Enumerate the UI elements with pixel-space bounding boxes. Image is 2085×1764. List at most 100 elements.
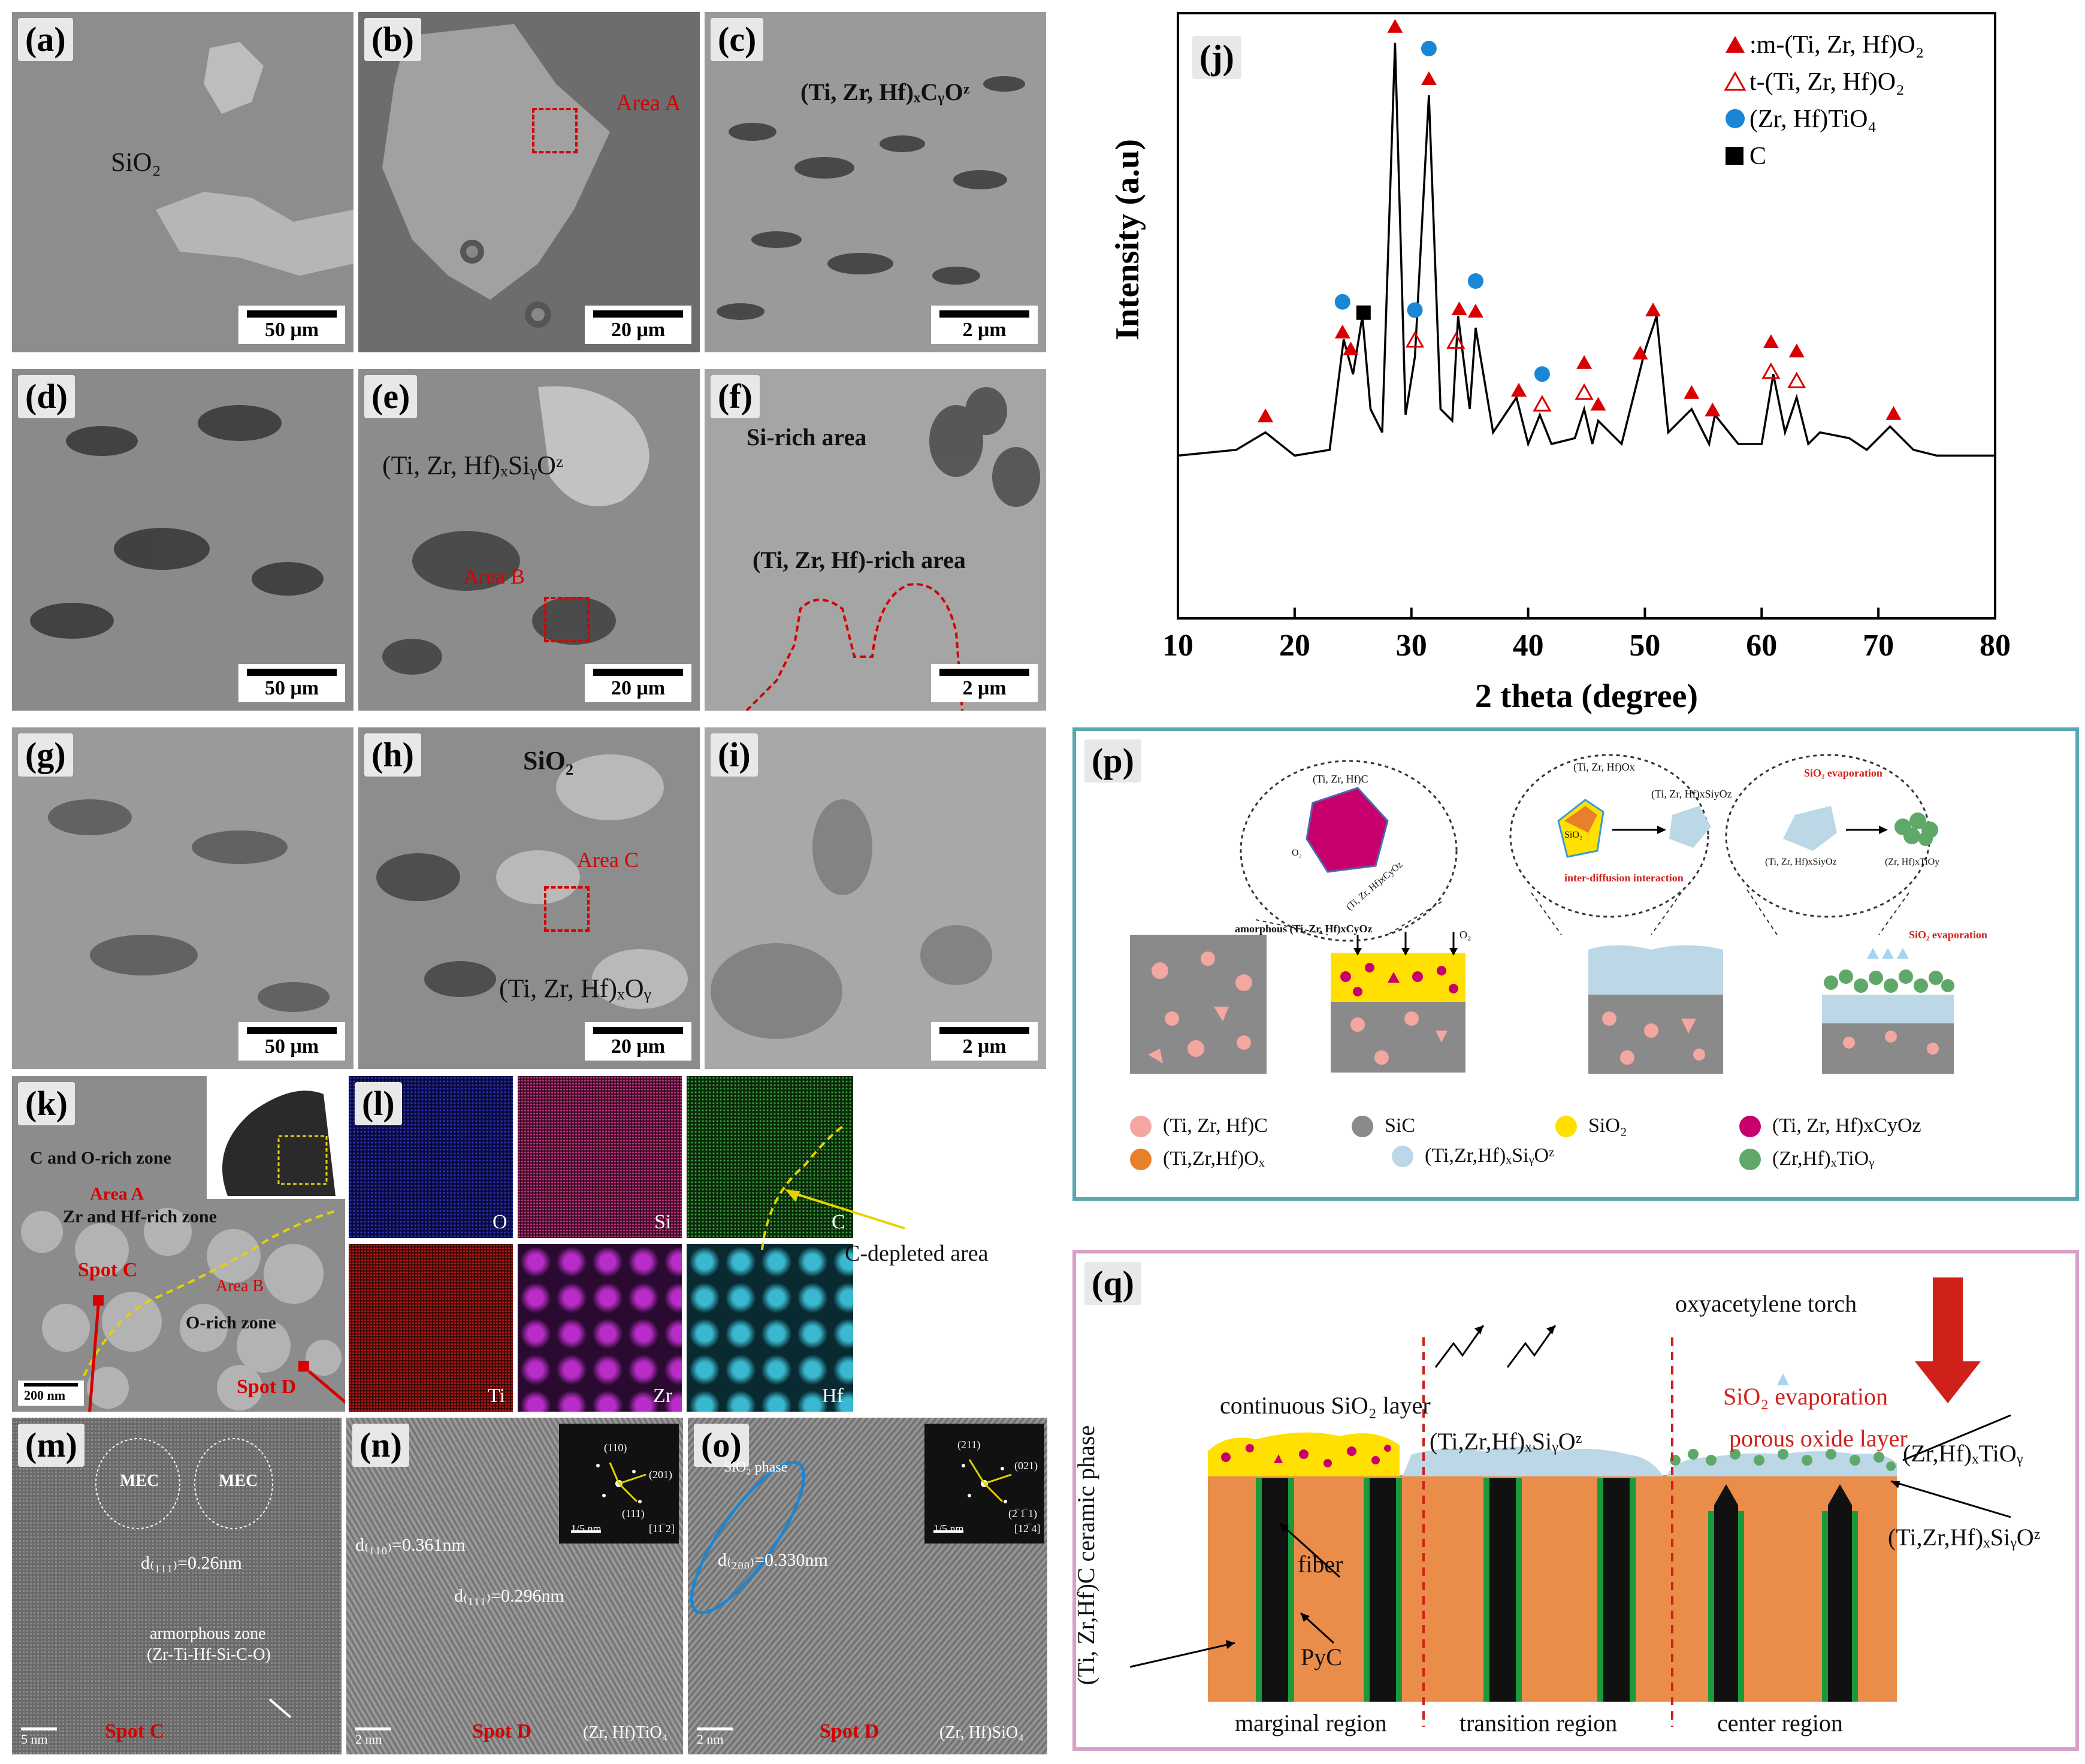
fft-021-label: (021) [1014,1460,1038,1472]
panel-tag: (d) [18,375,75,418]
o2-label: O₂ [1460,929,1471,941]
peak-marker-filled-triangle [1885,406,1902,420]
legend-marker-filled-triangle [1726,36,1745,53]
scale-bar: 2 μm [931,306,1038,344]
panel-j: 10 20 30 40 50 60 70 80 2 theta (degree) Intens… [1072,0,2085,719]
panel-d-texture [12,369,353,711]
amorph-comp-label: (Zr-Ti-Hf-Si-C-O) [147,1645,271,1664]
peak-marker-filled-triangle [1788,343,1805,358]
side-label: (Ti, Zr,Hf)C ceramic phase [1072,1425,1100,1686]
bubble1-center-label: (Ti, Zr, Hf)C [1313,773,1368,785]
panel-a-texture [12,12,353,352]
x-tick-label: 50 [1629,629,1660,663]
bubble3-left-label: (Ti, Zr, Hf)xSiyOz [1765,857,1837,867]
x-axis-label: 2 theta (degree) [1475,678,1698,715]
region-center-label: center region [1717,1709,1843,1736]
amorph-label: amorphous (Ti, Zr, Hf)xCyOz [1235,923,1373,935]
oxide-label: (Ti, Zr, Hf)ₓOᵧ [499,974,651,1003]
panel-tag: (i) [711,733,758,777]
map-ti-label: Ti [488,1385,506,1407]
scale-bar: 200 nm [18,1381,84,1406]
d-spacing-label: d₍₁₁₁₎=0.26nm [141,1553,242,1573]
peak-marker-circle [1421,41,1437,56]
zrhf-label: (Zr,Hf)ₓTiOᵧ [1903,1440,2023,1467]
peak-marker-filled-triangle [1334,324,1350,339]
x-tick-label: 80 [1980,629,2011,663]
peak-marker-circle [1334,294,1350,310]
x-ticks: 10 20 30 40 50 60 70 80 [1162,608,2011,663]
panel-tag: (b) [364,18,421,61]
panel-l: (l) O Si C Ti Zr Hf [349,1076,853,1412]
peak-marker-filled-triangle [1632,345,1648,360]
peak-marker-filled-triangle [1421,71,1437,85]
panel-tag: (f) [711,375,760,418]
phase-label: (Ti, Zr, Hf)ₓSiᵧOᶻ [382,451,564,480]
xrd-chart: 10 20 30 40 50 60 70 80 2 theta (degree) Intens… [1109,12,2011,715]
map-si-label: Si [654,1211,672,1233]
pyc-label: PyC [1301,1644,1342,1671]
peak-marker-filled-triangle [1510,382,1527,397]
y-axis-label: Intensity (a.u) [1109,139,1146,340]
zone-zrhf-label: Zr and Hf-rich zone [63,1207,217,1227]
panel-d: (d) 50 μm [12,369,353,711]
evap-label: SiO₂ evaporation [1909,929,1987,941]
fft-111-label: (111) [622,1508,645,1520]
mechanism-schematic [1130,754,1954,1170]
phase-label: (Zr, Hf)SiO₄ [939,1723,1024,1742]
mec-label: MEC [120,1472,159,1490]
panel-m: (m) MEC MEC d₍₁₁₁₎=0.26nm armorphous zon… [12,1418,342,1754]
plot-frame [1177,12,1996,620]
map-hf [687,1244,853,1412]
bubble2-left-label: SiO₂ [1564,830,1583,840]
legend-label: SiO₂ [1588,1114,1627,1137]
panel-tag: (l) [355,1082,402,1125]
panel-tag: (h) [364,733,421,777]
panel-c: (c) (Ti, Zr, Hf)ₓCᵧOᶻ 2 μm [705,12,1046,352]
peak-marker-filled-triangle [1467,304,1483,318]
legend-label: C [1749,143,1766,170]
panel-tag: (q) [1084,1262,1141,1305]
phase-label: (Ti, Zr, Hf)ₓCᵧOᶻ [800,78,970,105]
panel-g-texture [12,727,353,1069]
peak-marker-circle [1534,366,1550,382]
bubble3-right-label: (Zr, Hf)xTiOy [1885,857,1940,867]
panel-b-texture [358,12,700,352]
area-a-label: Area A [616,90,681,116]
legend-label: (Zr, Hf)TiO₄ [1749,105,1876,133]
right-phase-label: (Ti,Zr,Hf)ₓSiᵧOᶻ [1888,1524,2041,1551]
fft-scale-label: 1/5 nm [571,1523,602,1535]
legend-label: :m-(Ti, Zr, Hf)O₂ [1749,31,1924,59]
panel-tag: (o) [694,1424,749,1467]
zone-co-label: C and O-rich zone [30,1148,171,1168]
panel-p: (p) (Ti, Zr, Hf)C O₂ (Ti, Zr, Hf)xCyOz (… [1072,727,2079,1201]
fft-110-label: (110) [604,1442,627,1454]
zone-o-label: O-rich zone [186,1313,276,1333]
area-c-box [544,886,590,932]
legend-label: t-(Ti, Zr, Hf)O₂ [1749,68,1905,96]
panel-tag: (m) [18,1424,84,1467]
peak-marker-filled-triangle [1763,334,1779,348]
peak-marker-circle [1467,273,1483,289]
fft-2-11-label: (2̅ 1̅ 1) [1008,1508,1037,1520]
scale-bar: 50 μm [238,306,345,344]
panel-tag: (c) [711,18,764,61]
d110-label: d₍₁₁₀₎=0.361nm [355,1535,466,1555]
panel-tag: (e) [364,375,418,418]
peak-marker-filled-triangle [1343,342,1359,356]
peak-marker-filled-triangle [1684,385,1700,399]
mec-label: MEC [219,1472,258,1490]
xrd-pattern-line [1177,43,1995,457]
panel-c-texture [705,12,1046,352]
legend-label: (Ti,Zr,Hf)Oₓ [1163,1147,1265,1170]
scale-bar: 20 μm [585,306,691,344]
si-rich-label: Si-rich area [747,424,867,451]
x-tick-label: 20 [1279,629,1310,663]
peak-marker-open-triangle [1787,371,1806,388]
phase-label: (Zr, Hf)TiO₄ [583,1723,668,1742]
bubble3-top-label: SiO₂ evaporation [1804,767,1882,779]
peak-marker-filled-triangle [1576,355,1593,369]
mid-phase-label: (Ti,Zr,Hf)ₓSiᵧOᶻ [1430,1428,1582,1455]
area-b-box [544,597,590,642]
x-tick-label: 60 [1746,629,1777,663]
area-a-box [532,108,578,153]
